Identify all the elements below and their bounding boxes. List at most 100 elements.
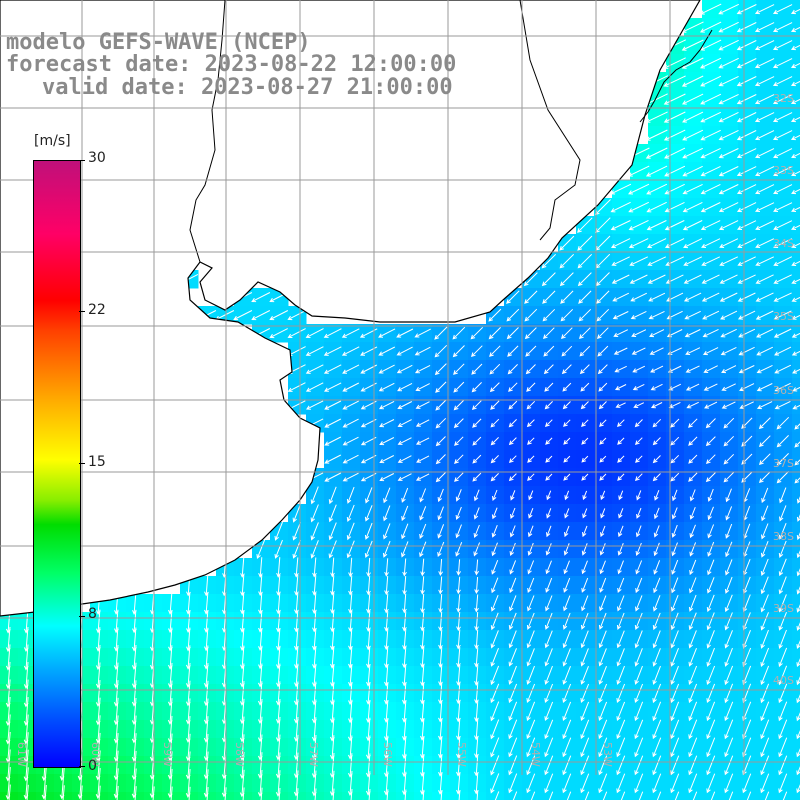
- wind-vector-arrow: [348, 575, 353, 596]
- wind-vector-arrow: [755, 184, 775, 195]
- wind-vector-arrow: [530, 791, 536, 800]
- wind-vector-arrow: [508, 755, 518, 776]
- wind-vector-arrow: [635, 455, 643, 463]
- wind-vector-arrow: [754, 58, 775, 69]
- wind-vector-arrow: [492, 489, 498, 501]
- wind-vector-arrow: [685, 347, 701, 355]
- wind-vector-arrow: [628, 219, 649, 231]
- wind-vector-arrow: [599, 560, 606, 575]
- wind-vector-arrow: [581, 455, 589, 463]
- wind-vector-arrow: [542, 308, 556, 322]
- wind-speed-cell: [792, 180, 800, 199]
- wind-vector-arrow: [682, 129, 704, 141]
- wind-vector-arrow: [790, 98, 800, 105]
- wind-vector-arrow: [688, 719, 698, 740]
- wind-vector-arrow: [342, 472, 359, 482]
- wind-vector-arrow: [681, 75, 704, 87]
- land-area: [0, 0, 713, 617]
- wind-vector-arrow: [598, 648, 607, 667]
- wind-vector-arrow: [233, 310, 253, 321]
- wind-vector-arrow: [760, 629, 769, 649]
- wind-vector-arrow: [294, 575, 299, 596]
- wind-vector-arrow: [755, 130, 775, 141]
- wind-vector-arrow: [706, 647, 715, 667]
- wind-vector-arrow: [397, 473, 412, 481]
- wind-vector-arrow: [434, 326, 448, 340]
- wind-vector-arrow: [792, 386, 800, 392]
- wind-vector-arrow: [435, 472, 446, 483]
- wind-vector-arrow: [509, 560, 517, 575]
- wind-vector-arrow: [688, 454, 698, 464]
- wind-vector-arrow: [773, 328, 792, 338]
- wind-vector-arrow: [456, 594, 461, 613]
- colorbar-tick-label: 15: [88, 454, 106, 470]
- wind-vector-arrow: [724, 576, 733, 594]
- wind-vector-arrow: [778, 629, 787, 649]
- wind-vector-arrow: [688, 594, 697, 612]
- wind-vector-arrow: [438, 576, 443, 595]
- wind-speed-cell: [576, 792, 595, 800]
- wind-vector-arrow: [310, 540, 319, 559]
- wind-speed-cell: [792, 90, 800, 109]
- wind-vector-arrow: [772, 112, 793, 123]
- wind-speed-cell: [792, 630, 800, 649]
- wind-vector-arrow: [580, 648, 589, 667]
- wind-vector-arrow: [723, 417, 735, 429]
- wind-vector-arrow: [634, 737, 644, 758]
- wind-speed-cell: [792, 522, 800, 541]
- wind-speed-cell: [504, 792, 523, 800]
- wind-vector-arrow: [598, 737, 608, 758]
- wind-vector-arrow: [617, 437, 625, 445]
- wind-vector-arrow: [774, 346, 792, 356]
- longitude-labels: 61W 60W 59W 58W 57W 56W 55W 54W 53W: [15, 742, 614, 767]
- wind-vector-arrow: [379, 473, 395, 482]
- wind-speed-cell: [792, 612, 800, 631]
- wind-vector-arrow: [598, 719, 608, 740]
- wind-vector-arrow: [397, 419, 412, 427]
- wind-vector-arrow: [725, 506, 733, 521]
- wind-vector-arrow: [341, 328, 360, 338]
- wind-vector-arrow: [544, 382, 554, 392]
- wind-vector-arrow: [631, 347, 646, 355]
- wind-vector-arrow: [598, 630, 607, 649]
- wind-vector-arrow: [438, 558, 444, 577]
- wind-vector-arrow: [526, 419, 535, 428]
- wind-vector-arrow: [490, 437, 499, 446]
- wind-vector-arrow: [580, 755, 590, 776]
- wind-vector-arrow: [383, 523, 391, 540]
- wind-vector-arrow: [366, 557, 371, 578]
- wind-vector-arrow: [470, 326, 484, 340]
- wind-vector-arrow: [616, 683, 626, 703]
- wind-vector-arrow: [688, 630, 697, 649]
- wind-vector-arrow: [342, 382, 360, 392]
- wind-vector-arrow: [778, 523, 787, 540]
- wind-vector-arrow: [276, 557, 281, 578]
- wind-vector-arrow: [527, 455, 535, 463]
- wind-vector-arrow: [634, 755, 644, 776]
- wind-vector-arrow: [542, 290, 556, 304]
- wind-vector-arrow: [755, 166, 775, 177]
- wind-vector-arrow: [598, 612, 607, 630]
- wind-vector-arrow: [652, 665, 661, 685]
- wind-vector-arrow: [736, 22, 757, 33]
- wind-vector-arrow: [560, 290, 574, 304]
- wind-vector-arrow: [796, 640, 800, 649]
- wind-vector-arrow: [526, 665, 535, 685]
- wind-vector-arrow: [383, 505, 391, 522]
- wind-vector-arrow: [581, 437, 589, 445]
- wind-vector-arrow: [506, 290, 520, 304]
- wind-vector-arrow: [490, 683, 500, 704]
- wind-vector-arrow: [700, 129, 721, 141]
- wind-vector-arrow: [652, 773, 662, 794]
- wind-vector-arrow: [707, 524, 715, 539]
- wind-speed-cell: [792, 774, 800, 793]
- wind-vector-arrow: [324, 418, 342, 428]
- wind-vector-arrow: [773, 238, 793, 248]
- wind-vector-arrow: [598, 755, 608, 776]
- wind-vector-arrow: [791, 242, 800, 248]
- wind-vector-arrow: [544, 683, 554, 703]
- wind-vector-arrow: [581, 543, 588, 556]
- wind-vector-arrow: [635, 525, 642, 538]
- wind-vector-arrow: [634, 701, 644, 722]
- wind-vector-arrow: [580, 382, 590, 392]
